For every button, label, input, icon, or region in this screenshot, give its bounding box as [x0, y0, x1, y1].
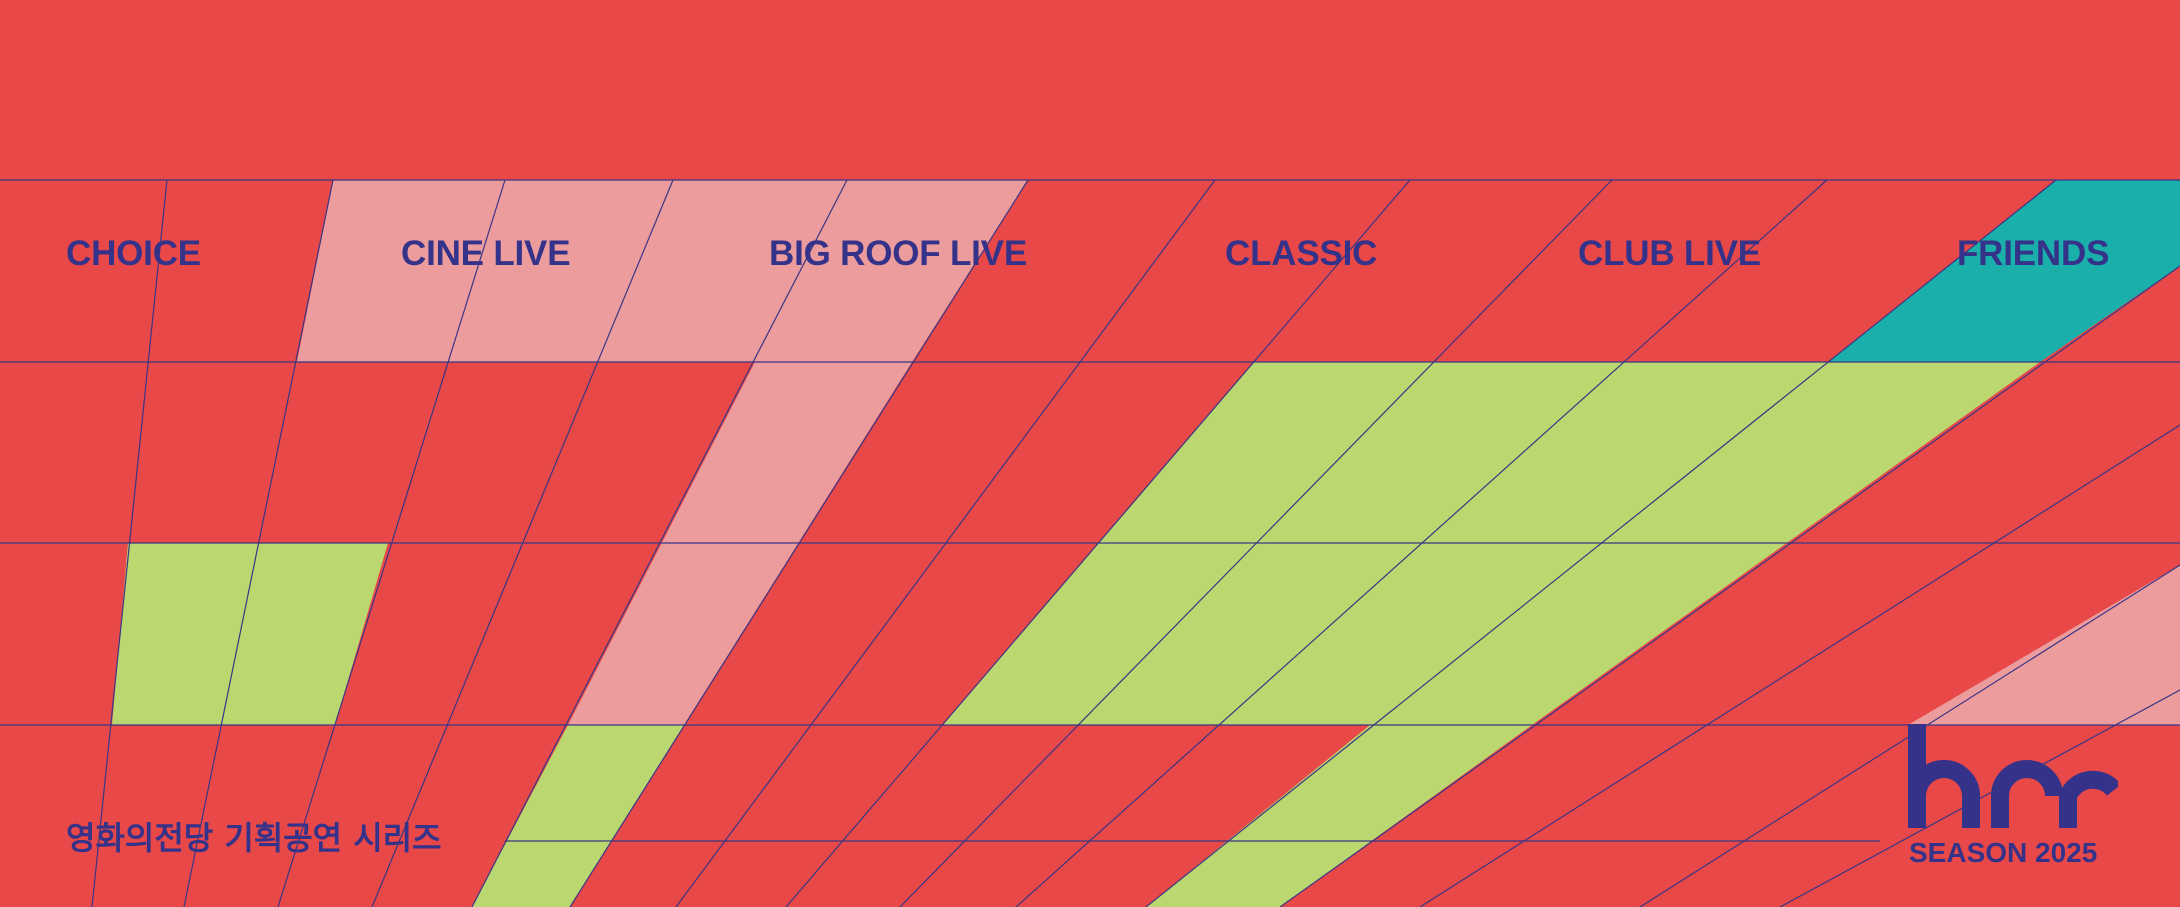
category-big-roof-live: BIG ROOF LIVE [769, 234, 1027, 273]
series-subtitle: 영화의전당 기획공연 시리즈 [66, 819, 442, 857]
green-block-bigroof [472, 725, 684, 907]
green-block-tail [1146, 725, 1532, 907]
category-classic: CLASSIC [1225, 234, 1378, 273]
category-club-live: CLUB LIVE [1578, 234, 1761, 273]
category-choice: CHOICE [66, 234, 201, 273]
category-cine-live: CINE LIVE [401, 234, 571, 273]
hcc-logo-icon [1908, 724, 2118, 828]
teal-corner-friends [1828, 180, 2180, 362]
grid-lines [0, 179, 2180, 907]
pink-band-top [297, 180, 1028, 362]
pink-triangle-right [1908, 565, 2180, 725]
green-block-choice [112, 543, 388, 725]
category-friends: FRIENDS [1957, 234, 2110, 273]
season-label: SEASON 2025 [1909, 837, 2098, 868]
